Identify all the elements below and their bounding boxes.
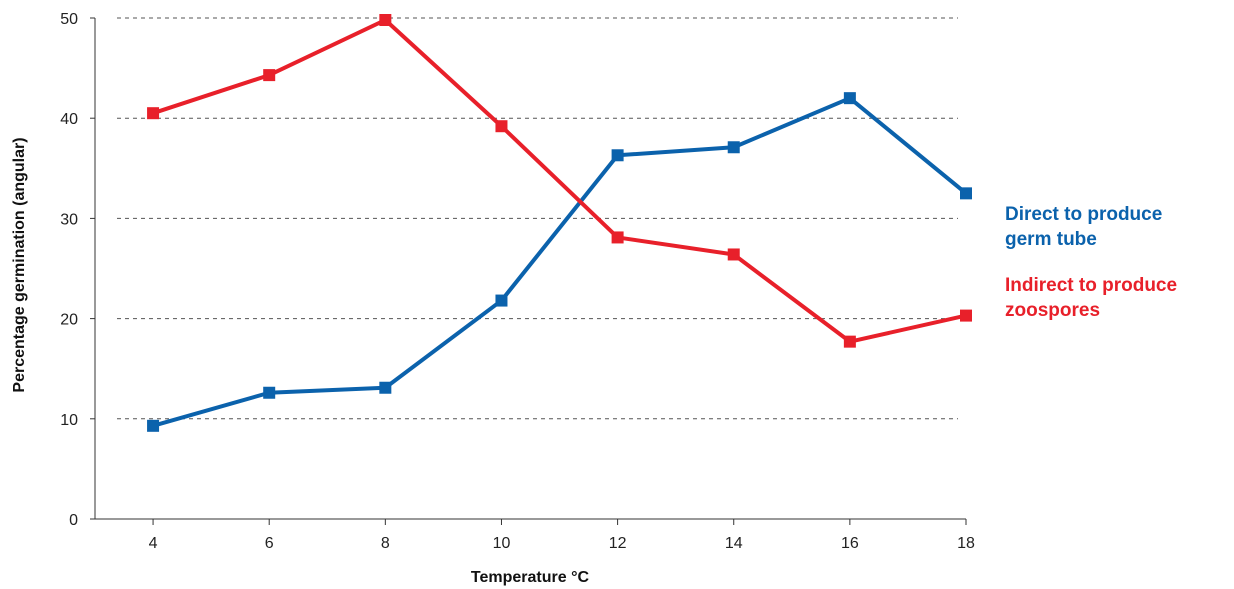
x-tick-label: 12: [609, 535, 627, 552]
y-tick-label: 50: [60, 11, 78, 28]
data-point-marker: [960, 187, 972, 200]
data-point-marker: [843, 92, 856, 105]
legend-line: germ tube: [1005, 229, 1097, 250]
y-axis-title: Percentage germination (angular): [11, 137, 28, 392]
legend: Direct to produce germ tube Indirect to pr…: [1005, 204, 1177, 321]
y-tick-label: 0: [69, 512, 78, 529]
x-tick-label: 14: [725, 535, 743, 552]
y-tick-label: 30: [60, 211, 78, 228]
data-point-marker: [727, 141, 740, 154]
data-point-marker: [379, 381, 392, 394]
axes: [90, 17, 967, 525]
data-point-marker: [960, 309, 972, 322]
x-tick-label: 4: [149, 535, 158, 552]
gridlines: [117, 17, 958, 420]
series-line-1: [151, 96, 968, 428]
x-tick-label: 6: [265, 535, 274, 552]
axis-labels: 0 10 20 30 40 50 4 6 8 10 12 14 16 18 Temperature °C Pe…: [11, 11, 975, 586]
series-markers: [147, 14, 972, 432]
x-tick-label: 8: [381, 535, 390, 552]
data-point-marker: [611, 149, 624, 162]
x-tick-label: 18: [957, 535, 975, 552]
data-point-marker: [495, 120, 508, 133]
data-point-marker: [727, 248, 740, 261]
data-point-marker: [263, 386, 276, 399]
data-point-marker: [379, 14, 392, 27]
y-tick-label: 20: [60, 312, 78, 329]
data-point-marker: [147, 107, 160, 120]
data-point-marker: [495, 294, 508, 307]
y-tick-label: 10: [60, 412, 78, 429]
series-line-2: [151, 18, 968, 344]
series-lines: [151, 18, 968, 428]
x-axis-title: Temperature °C: [471, 569, 590, 586]
x-tick-label: 16: [841, 535, 859, 552]
data-point-marker: [263, 69, 276, 82]
legend-entry-2: Indirect to produce zoospores: [1005, 275, 1177, 321]
legend-line: zoospores: [1005, 300, 1100, 321]
legend-line: Direct to produce: [1005, 204, 1162, 225]
data-point-marker: [147, 419, 160, 432]
data-point-marker: [843, 335, 856, 348]
x-tick-label: 10: [493, 535, 511, 552]
y-tick-label: 40: [60, 111, 78, 128]
data-point-marker: [611, 231, 624, 244]
legend-entry-1: Direct to produce germ tube: [1005, 204, 1162, 250]
legend-line: Indirect to produce: [1005, 275, 1177, 296]
